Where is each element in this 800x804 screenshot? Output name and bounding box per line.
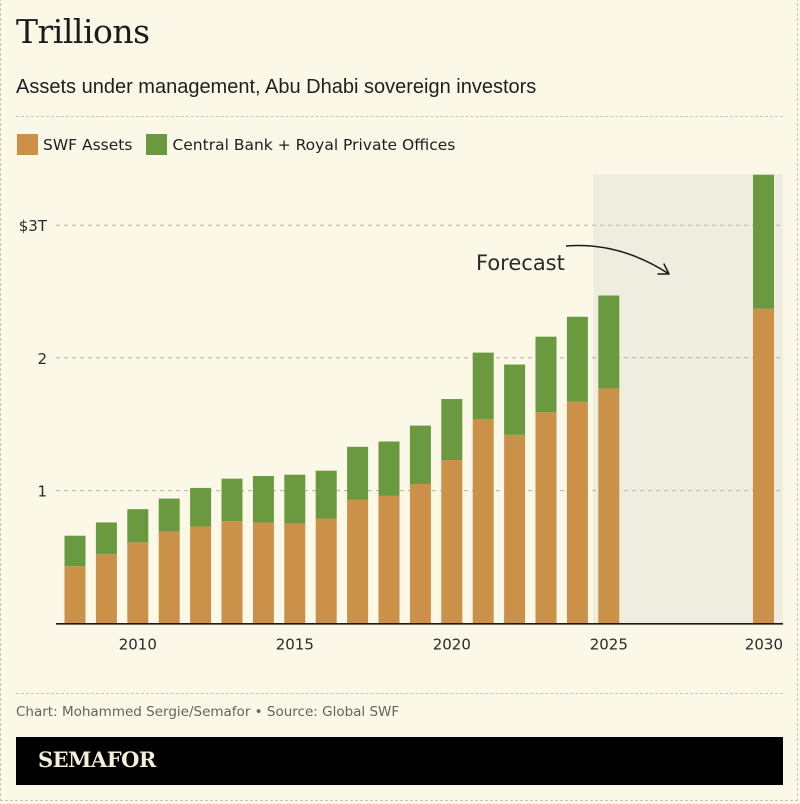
bar-central-bank: [753, 174, 774, 309]
y-tick-label: 1: [37, 483, 47, 501]
bar-central-bank: [535, 336, 557, 413]
x-tick-label: 2030: [745, 635, 783, 653]
bar-central-bank: [190, 487, 212, 527]
bar-swf-assets: [158, 531, 180, 624]
arrow-head-icon: [657, 263, 670, 275]
bar-swf-assets: [315, 518, 337, 624]
chart-subtitle: Assets under management, Abu Dhabi sover…: [16, 76, 537, 98]
bar-central-bank: [409, 425, 431, 484]
bar-central-bank: [127, 509, 149, 543]
bar-swf-assets: [252, 522, 274, 624]
legend-label-central-bank: Central Bank + Royal Private Offices: [172, 135, 456, 154]
bar-swf-assets: [441, 460, 463, 624]
chart-title: Trillions: [16, 12, 150, 51]
semafor-logo: SEMAFOR: [38, 747, 156, 772]
bar-central-bank: [95, 522, 117, 555]
bar-swf-assets: [378, 495, 400, 624]
y-tick-label: 2: [37, 350, 47, 368]
bar-swf-assets: [95, 554, 117, 624]
bar-central-bank: [378, 441, 400, 496]
y-tick-label: $3T: [19, 217, 48, 235]
bar-central-bank: [64, 535, 86, 567]
bar-swf-assets: [535, 412, 557, 624]
bar-central-bank: [221, 478, 243, 522]
bar-central-bank: [284, 474, 306, 524]
forecast-arrow: [565, 244, 670, 275]
x-tick-label: 2015: [276, 635, 314, 653]
bar-chart: 1 2 $3T 2010 2015 2020 2025 2030 Forecast: [19, 173, 783, 653]
bar-swf-assets: [598, 388, 620, 624]
legend-item-swf: SWF Assets: [17, 134, 132, 155]
bar-swf-assets: [347, 499, 369, 624]
bar-swf-assets: [753, 308, 774, 624]
bar-central-bank: [347, 446, 369, 500]
footer-divider: [16, 693, 783, 694]
bar-swf-assets: [566, 401, 588, 624]
brand-bar: SEMAFOR: [16, 737, 783, 785]
legend-swatch-swf: [17, 134, 38, 155]
bar-central-bank: [158, 498, 180, 532]
bar-central-bank: [472, 352, 494, 419]
legend-item-central-bank: Central Bank + Royal Private Offices: [146, 134, 455, 155]
forecast-region: [593, 173, 783, 624]
bar-swf-assets: [472, 418, 494, 624]
bar-swf-assets: [284, 523, 306, 624]
legend: SWF Assets Central Bank + Royal Private …: [17, 134, 469, 155]
bar-central-bank: [566, 316, 588, 402]
bar-central-bank: [504, 364, 526, 435]
chart-credit: Chart: Mohammed Sergie/Semafor • Source:…: [16, 704, 400, 720]
bar-swf-assets: [409, 483, 431, 624]
bar-swf-assets: [190, 526, 212, 624]
legend-swatch-central-bank: [146, 134, 168, 155]
forecast-label: Forecast: [476, 251, 565, 275]
x-tick-label: 2010: [119, 635, 157, 653]
bar-swf-assets: [127, 542, 149, 624]
legend-label-swf: SWF Assets: [43, 135, 133, 154]
bar-swf-assets: [64, 566, 86, 624]
bar-central-bank: [252, 476, 274, 523]
bar-central-bank: [441, 399, 463, 461]
bar-swf-assets: [504, 434, 526, 624]
x-tick-label: 2020: [433, 635, 471, 653]
header-divider: [16, 116, 783, 117]
bar-central-bank: [598, 295, 620, 389]
bar-swf-assets: [221, 521, 243, 624]
x-tick-label: 2025: [590, 635, 628, 653]
bar-central-bank: [315, 470, 337, 519]
